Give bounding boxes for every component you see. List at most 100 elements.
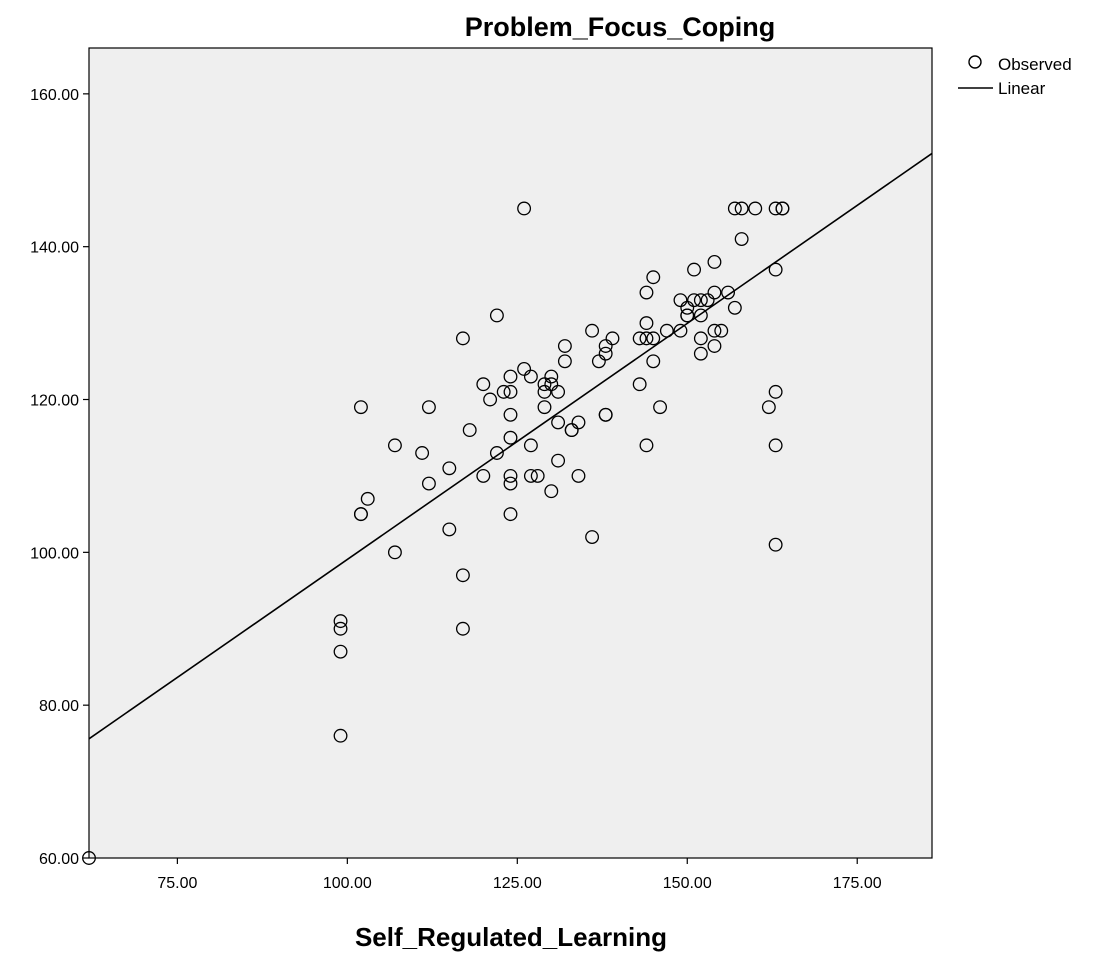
observed-point	[442, 461, 457, 476]
linear-fit-line	[88, 152, 933, 740]
observed-point	[680, 308, 695, 323]
observed-point	[360, 491, 375, 506]
observed-point	[707, 255, 722, 269]
observed-point	[551, 384, 566, 399]
observed-point	[387, 545, 402, 560]
observed-point	[476, 377, 491, 392]
observed-point	[571, 415, 586, 430]
observed-point	[523, 369, 538, 384]
observed-point	[387, 438, 402, 453]
observed-point	[551, 415, 566, 430]
legend-observed-marker	[968, 55, 982, 69]
observed-point	[585, 323, 600, 338]
observed-point	[585, 530, 600, 545]
observed-point	[571, 468, 586, 483]
observed-point	[734, 232, 749, 246]
legend-linear-label: Linear	[998, 79, 1046, 98]
observed-point	[551, 453, 566, 468]
observed-point	[639, 438, 654, 453]
observed-point	[496, 384, 511, 399]
observed-point	[503, 507, 518, 522]
chart-title: Problem_Focus_Coping	[465, 12, 776, 42]
x-tick-label: 100.00	[323, 875, 372, 892]
observed-point	[353, 400, 368, 415]
observed-point	[727, 300, 742, 315]
observed-point	[503, 430, 518, 445]
observed-point	[455, 568, 470, 583]
observed-point	[503, 407, 518, 422]
observed-point	[333, 644, 348, 659]
legend-observed-label: Observed	[998, 55, 1072, 74]
observed-point	[598, 346, 613, 361]
observed-point	[503, 476, 518, 491]
observed-point	[353, 507, 368, 522]
observed-point	[653, 400, 668, 415]
observed-point	[768, 537, 783, 552]
observed-point	[646, 270, 661, 285]
observed-point	[523, 438, 538, 453]
observed-point	[775, 201, 790, 216]
observed-point	[687, 293, 702, 308]
observed-point	[476, 468, 491, 483]
observed-point	[639, 316, 654, 331]
observed-point	[707, 285, 722, 300]
observed-point	[503, 369, 518, 384]
observed-point	[557, 354, 572, 369]
observed-point	[707, 339, 722, 353]
observed-point	[687, 262, 702, 277]
observed-point	[693, 346, 708, 361]
observed-point	[483, 392, 498, 407]
observed-point	[489, 308, 504, 323]
observed-point	[646, 354, 661, 369]
x-tick-label: 125.00	[493, 875, 542, 892]
observed-point	[333, 621, 348, 636]
observed-point	[503, 384, 518, 399]
observed-point	[768, 201, 783, 216]
observed-point	[421, 400, 436, 415]
y-tick-label: 120.00	[30, 393, 79, 410]
x-tick-label: 175.00	[833, 875, 882, 892]
observed-point	[544, 484, 559, 499]
x-tick-label: 150.00	[663, 875, 712, 892]
observed-point	[544, 369, 559, 384]
plot-area	[88, 47, 933, 859]
observed-point	[489, 446, 504, 460]
observed-point	[632, 377, 647, 392]
observed-point	[693, 293, 708, 308]
observed-point	[557, 339, 572, 353]
observed-point	[639, 331, 654, 346]
linear-fit	[88, 152, 933, 740]
observed-point	[693, 331, 708, 346]
observed-point	[632, 331, 647, 346]
observed-points	[82, 201, 790, 865]
observed-point	[707, 323, 722, 338]
legend: Observed Linear	[958, 55, 1072, 98]
y-axis: 60.00 80.00 100.00 120.00 140.00 160.00	[30, 87, 89, 868]
observed-point	[761, 400, 776, 415]
observed-point	[693, 308, 708, 323]
observed-point	[714, 323, 729, 338]
observed-point	[598, 407, 613, 422]
observed-point	[768, 384, 783, 399]
observed-point	[537, 400, 552, 415]
x-tick-label: 75.00	[157, 875, 197, 892]
y-tick-label: 160.00	[30, 87, 79, 104]
observed-point	[442, 522, 457, 537]
observed-point	[421, 476, 436, 491]
observed-point	[530, 468, 545, 483]
observed-point	[415, 446, 430, 460]
observed-point	[646, 331, 661, 346]
y-tick-label: 100.00	[30, 545, 79, 562]
y-tick-label: 80.00	[39, 698, 79, 715]
observed-point	[333, 728, 348, 743]
observed-point	[721, 285, 735, 300]
observed-point	[768, 262, 783, 277]
y-tick-label: 140.00	[30, 240, 79, 257]
observed-point	[639, 285, 654, 300]
observed-point	[82, 851, 96, 865]
observed-point	[734, 201, 749, 216]
observed-point	[455, 331, 470, 346]
observed-point	[748, 201, 763, 216]
observed-point	[727, 201, 742, 216]
